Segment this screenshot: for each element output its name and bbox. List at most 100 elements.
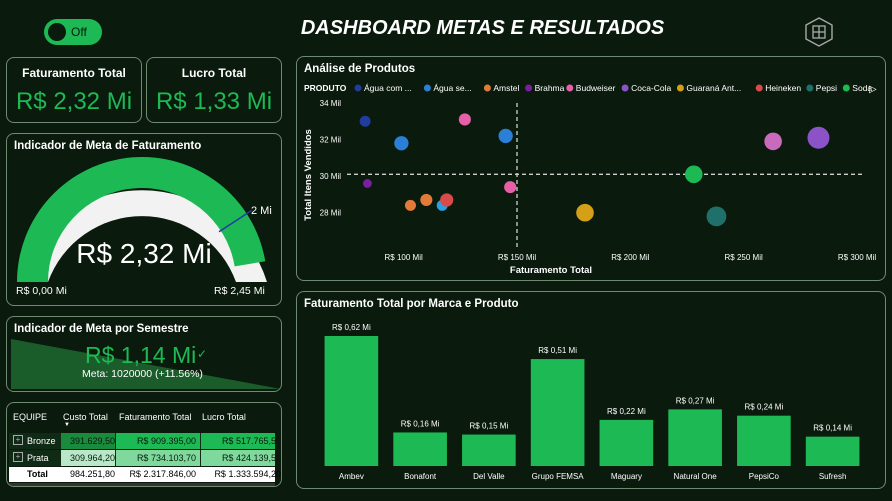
y-tick-label: 30 Mil — [320, 172, 342, 181]
legend-item[interactable]: Água se... — [433, 83, 471, 93]
scatter-point[interactable] — [440, 193, 454, 207]
scatter-point[interactable] — [458, 113, 471, 126]
bar[interactable] — [462, 434, 516, 466]
total-lucro: R$ 1.333.594,20 — [214, 469, 281, 479]
scatter-point[interactable] — [498, 128, 513, 144]
scatter-point[interactable] — [576, 203, 594, 222]
toggle-label: Off — [71, 25, 87, 39]
legend-item[interactable]: Soda — [852, 83, 872, 93]
table-header: EQUIPE Custo Total ▼ Faturamento Total L… — [9, 407, 275, 428]
legend-item[interactable]: Coca-Cola — [631, 83, 671, 93]
col-header-equipe[interactable]: EQUIPE — [13, 412, 48, 422]
row-label: Bronze — [27, 436, 56, 446]
legend-marker — [621, 84, 629, 92]
row-faturamento — [116, 450, 200, 466]
legend-marker — [354, 84, 362, 92]
scatter-point[interactable] — [394, 136, 409, 151]
legend-marker — [423, 84, 431, 92]
bar[interactable] — [599, 419, 654, 466]
scatter-point[interactable] — [807, 126, 830, 149]
bar-value-label: R$ 0,24 Mi — [745, 403, 784, 412]
row-custo-value: 391.629,50 — [69, 436, 115, 446]
logo-icon — [804, 16, 834, 48]
row-label: Prata — [27, 453, 49, 463]
legend-item[interactable]: Budweiser — [576, 83, 616, 93]
gauge-target-label: 2 Mi — [251, 205, 272, 217]
expand-icon[interactable]: + — [13, 435, 23, 445]
x-tick-label: R$ 300 Mil — [838, 253, 876, 262]
kpi-lucro-title: Lucro Total — [181, 66, 247, 80]
bar-category-label: Natural One — [674, 472, 718, 481]
scatter-title: Análise de Produtos — [304, 63, 416, 75]
bar[interactable] — [668, 409, 722, 466]
legend-next-arrow[interactable]: ▷ — [869, 84, 877, 95]
scatter-point[interactable] — [363, 179, 372, 188]
col-header-custo[interactable]: Custo Total — [63, 412, 108, 422]
bar[interactable] — [805, 436, 860, 466]
legend-item[interactable]: Brahma — [535, 83, 565, 93]
row-faturamento-value: R$ 734.103,70 — [136, 453, 196, 463]
col-header-faturamento[interactable]: Faturamento Total — [119, 412, 192, 422]
bar-value-label: R$ 0,22 Mi — [607, 407, 646, 416]
table-scrollbar[interactable] — [9, 483, 275, 486]
bar[interactable] — [530, 359, 585, 466]
x-tick-label: R$ 150 Mil — [498, 253, 536, 262]
y-tick-label: 34 Mil — [320, 99, 342, 108]
bar-category-label: Sufresh — [819, 472, 847, 481]
gauge-value: R$ 2,32 Mi — [76, 238, 212, 269]
table-row[interactable]: + Bronze 391.629,50 R$ 909.395,00 R$ 517… — [9, 433, 281, 449]
bar[interactable] — [393, 432, 447, 466]
scatter-card: Análise de Produtos PRODUTO Água com ... Á… — [296, 56, 886, 281]
y-tick-label: 32 Mil — [320, 136, 342, 145]
scatter-point[interactable] — [420, 193, 433, 206]
scatter-point[interactable] — [359, 115, 371, 127]
gauge-fill — [17, 156, 266, 282]
bar-category-label: Ambev — [339, 472, 364, 481]
legend-item[interactable]: Água com ... — [364, 83, 412, 93]
team-table-card: EQUIPE Custo Total ▼ Faturamento Total L… — [6, 402, 282, 487]
legend-item[interactable]: Amstel — [493, 83, 519, 93]
scatter-point[interactable] — [706, 206, 727, 227]
scatter-point[interactable] — [404, 199, 416, 211]
scatter-point[interactable] — [764, 132, 782, 151]
row-faturamento-value: R$ 909.395,00 — [136, 436, 196, 446]
total-custo: 984.251,80 — [69, 469, 115, 479]
bar-card: Faturamento Total por Marca e Produto R$… — [296, 291, 886, 489]
table-total-row: Total 984.251,80 R$ 2.317.846,00 R$ 1.33… — [9, 467, 281, 482]
legend-marker — [755, 84, 763, 92]
bar-value-label: R$ 0,51 Mi — [538, 346, 577, 355]
sort-desc-icon[interactable]: ▼ — [64, 422, 70, 428]
scatter-point[interactable] — [685, 165, 703, 184]
legend-item[interactable]: Pepsi — [816, 83, 837, 93]
row-faturamento — [116, 433, 200, 449]
row-custo — [61, 433, 115, 449]
bar-category-label: Maguary — [611, 472, 642, 481]
bar-category-label: Del Valle — [473, 472, 505, 481]
x-tick-label: R$ 250 Mil — [725, 253, 763, 262]
bar-title: Faturamento Total por Marca e Produto — [304, 298, 519, 310]
scatter-chart: PRODUTO Água com ... Água se... Amstel Brahm… — [303, 83, 877, 276]
bar-category-label: PepsiCo — [749, 472, 780, 481]
toggle-knob — [48, 23, 66, 41]
legend-marker — [676, 84, 684, 92]
scatter-point[interactable] — [504, 181, 517, 194]
legend-item[interactable]: Heineken — [765, 83, 801, 93]
row-lucro-value: R$ 517.765,50 — [221, 436, 281, 446]
col-header-lucro[interactable]: Lucro Total — [202, 412, 246, 422]
bar[interactable] — [324, 336, 379, 466]
toggle-switch[interactable]: Off — [44, 19, 102, 45]
legend-item[interactable]: Guaraná Ant... — [686, 83, 741, 93]
gauge-min-label: R$ 0,00 Mi — [16, 285, 67, 297]
x-tick-label: R$ 200 Mil — [611, 253, 649, 262]
kpi-faturamento-value: R$ 2,32 Mi — [15, 88, 133, 115]
expand-icon[interactable]: + — [13, 452, 23, 462]
gauge-card: Indicador de Meta de Faturamento R$ 2,32… — [6, 133, 282, 306]
bar[interactable] — [737, 415, 791, 466]
gauge-max-label: R$ 2,45 Mi — [214, 285, 265, 297]
table-row[interactable]: + Prata 309.964,20 R$ 734.103,70 R$ 424.… — [9, 450, 281, 466]
bar-value-label: R$ 0,27 Mi — [676, 396, 715, 405]
checkmark-icon: ✓ — [197, 347, 208, 361]
semester-meta: Meta: 1020000 (+11.56%) — [82, 368, 203, 380]
legend-marker — [483, 84, 491, 92]
gauge-track — [17, 190, 267, 282]
